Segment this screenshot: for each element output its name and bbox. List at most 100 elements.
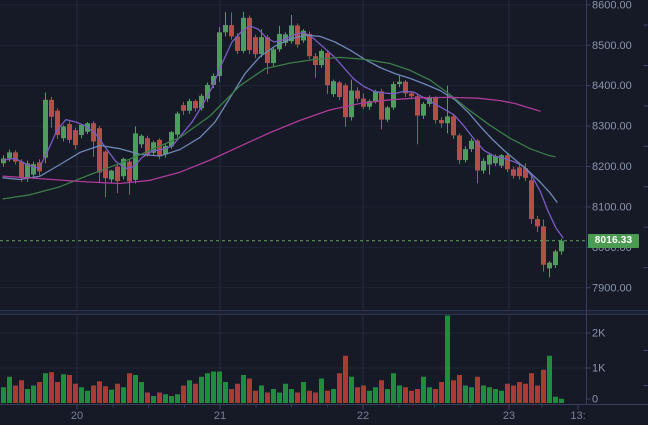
volume-bar bbox=[415, 389, 420, 403]
volume-bar bbox=[523, 383, 528, 403]
volume-bar bbox=[199, 376, 204, 403]
candle-body bbox=[349, 90, 354, 118]
volume-bar bbox=[169, 396, 174, 403]
candle-body bbox=[451, 116, 456, 136]
volume-bar bbox=[271, 389, 276, 403]
pane-separator[interactable] bbox=[0, 310, 648, 315]
candle-body bbox=[223, 25, 228, 33]
volume-bar bbox=[31, 385, 36, 403]
volume-bar bbox=[127, 373, 132, 403]
candle-body bbox=[469, 140, 474, 150]
candle-body bbox=[541, 226, 546, 265]
volume-bar bbox=[25, 389, 30, 403]
volume-bar bbox=[103, 386, 108, 403]
candle-body bbox=[31, 164, 36, 175]
price-tick-label: 8100.00 bbox=[592, 201, 632, 213]
candle-body bbox=[457, 135, 462, 161]
volume-bar bbox=[487, 387, 492, 403]
candle-body bbox=[487, 154, 492, 165]
volume-bar bbox=[385, 389, 390, 403]
volume-bar bbox=[547, 355, 552, 403]
volume-bar bbox=[91, 385, 96, 403]
volume-bar bbox=[559, 398, 564, 403]
candle-body bbox=[169, 132, 174, 147]
candle-body bbox=[547, 262, 552, 269]
candle-body bbox=[355, 90, 360, 99]
volume-bar bbox=[73, 383, 78, 403]
volume-axis[interactable]: 2K 1K 0 bbox=[586, 328, 648, 406]
price-tick-label: 8400.00 bbox=[592, 80, 632, 92]
volume-bar bbox=[43, 373, 48, 403]
volume-bar bbox=[337, 373, 342, 403]
volume-bar bbox=[475, 376, 480, 403]
candle-body bbox=[343, 85, 348, 118]
candle-body bbox=[313, 56, 318, 66]
volume-bar bbox=[193, 383, 198, 403]
candle-body bbox=[319, 50, 324, 66]
candle-body bbox=[61, 126, 66, 139]
candle-body bbox=[403, 81, 408, 94]
volume-bar bbox=[493, 389, 498, 403]
candle-body bbox=[367, 101, 372, 107]
volume-bar bbox=[499, 390, 504, 403]
candle-body bbox=[97, 128, 102, 173]
candle-body bbox=[559, 240, 564, 252]
volume-bar bbox=[145, 392, 150, 403]
volume-bar bbox=[433, 389, 438, 403]
volume-bar bbox=[319, 378, 324, 403]
candle-body bbox=[163, 145, 168, 155]
candle-body bbox=[19, 161, 24, 178]
candle-body bbox=[205, 84, 210, 99]
volume-bar bbox=[187, 380, 192, 403]
volume-bar bbox=[403, 387, 408, 403]
candle-body bbox=[13, 152, 18, 162]
volume-bar bbox=[1, 387, 6, 403]
price-tick-label: 8600.00 bbox=[592, 0, 632, 11]
volume-bar bbox=[241, 375, 246, 403]
volume-bar bbox=[115, 383, 120, 403]
current-price-label: 8016.33 bbox=[588, 234, 639, 248]
volume-bar bbox=[541, 369, 546, 403]
volume-bar bbox=[313, 392, 318, 403]
volume-bar bbox=[505, 383, 510, 403]
candle-body bbox=[307, 33, 312, 57]
candle-body bbox=[175, 113, 180, 135]
candle-body bbox=[241, 17, 246, 51]
candle-body bbox=[517, 167, 522, 177]
volume-bar bbox=[85, 390, 90, 403]
volume-bar bbox=[439, 382, 444, 403]
volume-bar bbox=[367, 390, 372, 403]
volume-bar bbox=[19, 380, 24, 403]
candle-body bbox=[265, 37, 270, 64]
volume-bar bbox=[37, 382, 42, 403]
candle-body bbox=[103, 151, 108, 179]
ma-fast-purple bbox=[2, 25, 564, 239]
time-axis[interactable]: 20 21 22 23 13: bbox=[0, 404, 648, 423]
volume-bar bbox=[139, 382, 144, 403]
candle-body bbox=[229, 25, 234, 37]
candle-body bbox=[445, 116, 450, 124]
candle-body bbox=[217, 32, 222, 76]
volume-bar bbox=[211, 371, 216, 403]
volume-bar bbox=[409, 390, 414, 403]
candle-body bbox=[259, 37, 264, 55]
candle-body bbox=[211, 75, 216, 85]
candle-body bbox=[523, 168, 528, 178]
candle-body bbox=[247, 17, 252, 51]
ma-slowest-magenta bbox=[2, 96, 541, 185]
pane-separator-band[interactable] bbox=[0, 310, 648, 315]
candle-body bbox=[235, 36, 240, 51]
time-tick-label: 21 bbox=[214, 410, 226, 422]
volume-bar bbox=[205, 373, 210, 403]
candle-body bbox=[115, 166, 120, 182]
volume-bar bbox=[283, 383, 288, 403]
candle-body bbox=[43, 99, 48, 158]
candle-body bbox=[529, 180, 534, 220]
volume-tick-label: 2K bbox=[592, 328, 606, 340]
volume-bar bbox=[481, 385, 486, 403]
candle-body bbox=[157, 139, 162, 157]
time-tick-label: 22 bbox=[357, 410, 369, 422]
volume-bar bbox=[469, 387, 474, 403]
price-axis[interactable]: 8600.00 8500.00 8400.00 8300.00 8200.00 8100.… bbox=[586, 0, 648, 404]
